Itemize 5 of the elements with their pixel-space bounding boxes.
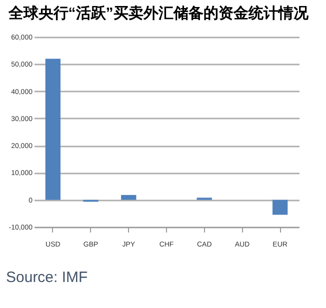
source-note: Source: IMF <box>6 269 89 286</box>
bar <box>272 200 288 215</box>
bar <box>121 194 136 200</box>
bar <box>45 58 60 200</box>
chart-title: 全球央行“活跃”买卖外汇储备的资金统计情况 <box>7 5 310 22</box>
